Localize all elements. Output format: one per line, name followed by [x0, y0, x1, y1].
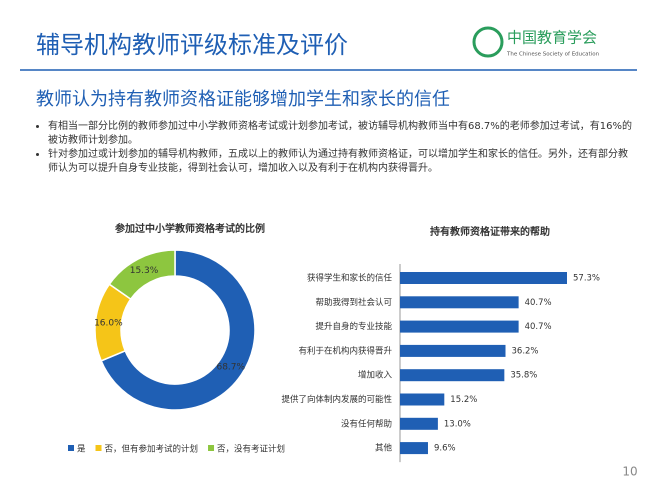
- legend-swatch: [68, 445, 74, 451]
- data-label: 16.0%: [94, 318, 123, 328]
- chart-title: 持有教师资格证带来的帮助: [430, 225, 550, 238]
- data-label: 15.2%: [450, 395, 477, 405]
- y-tick-label: 增加收入: [358, 370, 393, 381]
- logo-name: 中国教育学会: [507, 29, 597, 47]
- bullet-list: 有相当一部分比例的教师参加过中小学教师资格考试或计划参加考试，被访辅导机构教师当…: [36, 120, 636, 176]
- bar: [400, 320, 519, 333]
- slide-title: 辅导机构教师评级标准及评价: [36, 31, 348, 59]
- bar: [400, 393, 445, 406]
- subtitle: 教师认为持有教师资格证能够增加学生和家长的信任: [36, 89, 450, 110]
- donut-segment: [108, 249, 176, 301]
- data-label: 36.2%: [512, 346, 539, 356]
- data-label: 68.7%: [216, 363, 245, 373]
- bar: [400, 417, 438, 430]
- bar: [400, 296, 519, 309]
- logo-icon: [472, 26, 504, 58]
- data-label: 9.6%: [434, 444, 456, 454]
- bullet: 有相当一部分比例的教师参加过中小学教师资格考试或计划参加考试，被访辅导机构教师当…: [48, 120, 636, 148]
- y-tick-label: 提升自身的专业技能: [315, 321, 392, 332]
- page-number: 10: [622, 465, 637, 479]
- bar: [400, 442, 428, 455]
- donut-segment: [100, 249, 256, 411]
- data-label: 35.8%: [510, 371, 537, 381]
- y-tick-label: 没有任何帮助: [341, 418, 392, 429]
- chart-title: 参加过中小学教师资格考试的比例: [115, 222, 265, 235]
- data-label: 57.3%: [573, 274, 600, 284]
- legend-swatch: [95, 445, 102, 451]
- bar: [400, 272, 567, 284]
- y-tick-label: 帮助我得到社会认可: [315, 297, 392, 308]
- y-tick-label: 其他: [375, 443, 393, 454]
- y-tick-label: 提供了向体制内发展的可能性: [281, 394, 392, 405]
- legend-swatch: [208, 445, 215, 451]
- legend-label: 是: [77, 445, 86, 455]
- data-label: 13.0%: [444, 419, 471, 429]
- bullet: 针对参加过或计划参加的辅导机构教师，五成以上的教师认为通过持有教师资格证，可以增…: [48, 148, 636, 176]
- data-label: 40.7%: [525, 298, 552, 308]
- legend-label: 否，但有参加考试的计划: [105, 444, 199, 455]
- bar: [400, 344, 506, 357]
- legend-label: 否，没有考证计划: [217, 444, 285, 455]
- data-label: 40.7%: [525, 322, 552, 332]
- data-label: 15.3%: [130, 266, 159, 276]
- bar: [400, 369, 505, 382]
- logo-sub: The Chinese Society of Education: [506, 52, 600, 58]
- y-tick-label: 有利于在机构内获得晋升: [298, 345, 392, 356]
- y-tick-label: 获得学生和家长的信任: [307, 273, 393, 284]
